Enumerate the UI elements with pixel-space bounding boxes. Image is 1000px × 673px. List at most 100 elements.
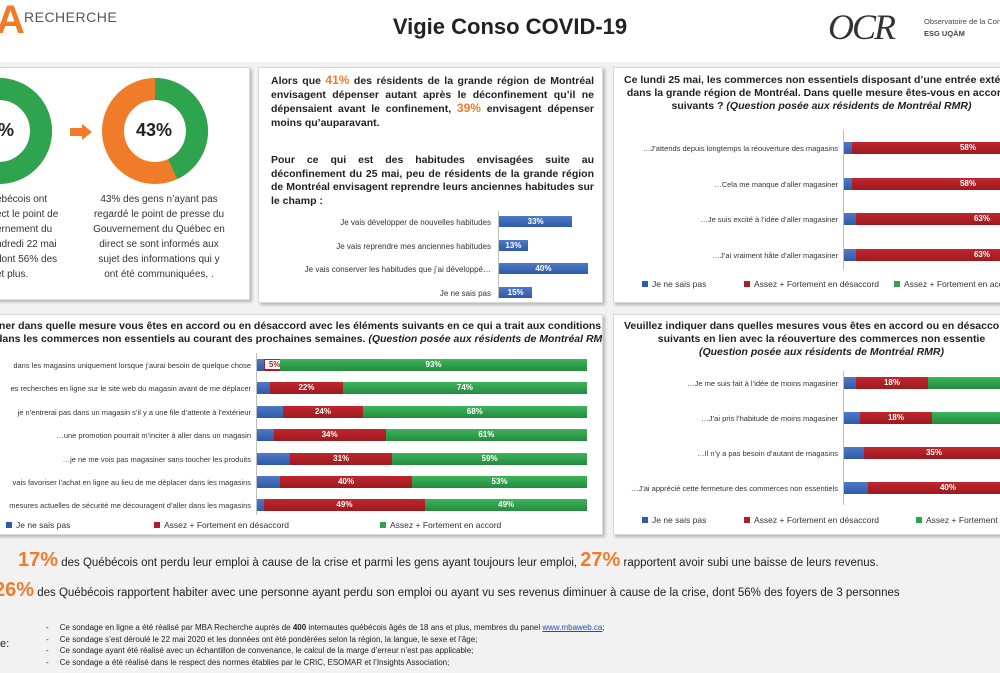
habituation-legend-item: Assez + Fortement en désaccord: [744, 515, 879, 525]
conditions-bar-disagree: [283, 405, 363, 418]
reopening-legend-swatch: [642, 281, 648, 287]
habituation-axis: [843, 371, 844, 505]
conditions-bar-label: 31%: [333, 453, 350, 463]
conditions-bar-disagree: [263, 499, 426, 512]
conditions-question: (Question posée aux résidents de Montréa…: [368, 333, 603, 345]
habituation-bar-label: 35%: [925, 448, 942, 457]
habituation-bar-agree: [928, 377, 1000, 389]
habituation-bar-label: 79%: [928, 377, 1000, 389]
habituation-legend-label: Je ne sais pas: [652, 515, 707, 525]
conditions-category-label: …je ne me vois pas magasiner sans touche…: [62, 454, 251, 464]
habituation-legend-item: Je ne sais pas: [642, 515, 706, 525]
conditions-legend-label: Assez + Fortement en désaccord: [164, 520, 289, 530]
habituation-legend-swatch: [916, 517, 922, 523]
panel-habituation: Veuillez indiquer dans quelles mesures v…: [613, 314, 1000, 535]
habits-category-label: Je vais reprendre mes anciennes habitude…: [336, 241, 491, 251]
panel-conditions: iner dans quelle mesure vous êtes en acc…: [0, 314, 603, 535]
stat-1-number: 17%: [18, 549, 59, 571]
conditions-bar-dont-know: [257, 476, 281, 488]
p1-mid: des résidents de la grande région de Mon…: [271, 75, 594, 115]
habits-bar-label: 15%: [507, 287, 524, 297]
habituation-legend-item: Assez + Fortement en accord: [916, 515, 1000, 525]
left-caption-line: ect le point de: [0, 209, 59, 220]
reopening-bar-disagree: [856, 213, 1000, 225]
habituation-bar-label: 40%: [939, 483, 956, 492]
page-title: Vigie Conso COVID-19: [392, 14, 628, 39]
reopening-question: (Question posée aux résidents de Montréa…: [726, 100, 972, 112]
p1-before: Alors que: [271, 75, 326, 87]
habituation-title-line-2: suivants en lien avec la réouverture des…: [657, 333, 986, 345]
conditions-bar-label: 74%: [456, 383, 473, 393]
conditions-legend-swatch: [6, 522, 12, 528]
habituation-category-label: …J’ai pris l’habitude de moins magasiner: [701, 414, 838, 423]
note-3: - Ce sondage ayant été réalisé avec un é…: [46, 646, 474, 655]
conditions-bar-label: 40%: [338, 477, 355, 486]
habits-bar: [499, 286, 533, 298]
habits-bar-label: 13%: [505, 240, 522, 250]
panel-habits: Alors que 41% des résidents de la grande…: [258, 67, 603, 303]
conditions-legend-item: Assez + Fortement en désaccord: [154, 520, 289, 530]
conditions-bar-dont-know: [257, 452, 290, 465]
habits-bar-label: 40%: [535, 264, 552, 273]
conditions-bar-label: 59%: [481, 453, 498, 463]
conditions-bar-disagree: [290, 452, 393, 465]
reopening-legend-item: Assez + Fortement en désaccord: [744, 279, 879, 289]
reopening-legend-swatch: [744, 281, 750, 287]
habits-bar-label: 33%: [527, 217, 544, 226]
conditions-legend-label: Assez + Fortement en accord: [390, 520, 502, 530]
conditions-bar-label: 61%: [478, 430, 495, 440]
panel-press-briefing: 4% 43% ébécois ont ect le point de ernem…: [0, 67, 250, 300]
habituation-bar-dont-know: [844, 482, 868, 494]
p1-after: envisagent dépenser moins qu’auparavant.: [271, 103, 595, 129]
conditions-bar-disagree: [280, 476, 413, 488]
stat-1-number-2: 27%: [580, 549, 621, 571]
conditions-legend-item: Je ne sais pas: [6, 520, 70, 530]
reopening-category-label: …J’attends depuis longtemps la réouvertu…: [642, 144, 838, 153]
reopening-category-label: …Cela me manque d’aller magasiner: [714, 179, 838, 189]
reopening-axis: [843, 130, 844, 270]
conditions-bar-agree: [425, 499, 587, 512]
right-caption: 43% des gens n’ayant pas regardé le poin…: [93, 194, 225, 280]
conditions-bar-disagree: [270, 382, 343, 395]
note-4: - Ce sondage a été réalisé dans le respe…: [46, 657, 450, 667]
habituation-bar-disagree: [860, 412, 932, 424]
donut-left: [0, 78, 52, 184]
left-caption-line: et plus.: [0, 269, 29, 280]
reopening-bar-label: 63%: [973, 214, 990, 223]
conditions-bar-label: 49%: [498, 500, 515, 510]
donut-right: [102, 78, 208, 184]
habituation-title-line-1: Veuillez indiquer dans quelles mesures v…: [624, 320, 1000, 332]
habits-bar: [499, 216, 573, 227]
note-2: - Ce sondage s’est déroulé le 22 mai 202…: [46, 634, 478, 644]
habituation-bar-dont-know: [844, 377, 856, 389]
habituation-category-label: …Je me suis fait à l’idée de moins magas…: [687, 379, 838, 388]
mbaweb-link[interactable]: www.mbaweb.ca: [542, 623, 603, 632]
conditions-legend-item: Assez + Fortement en accord: [380, 520, 501, 530]
reopening-title-line-2: dans la grande région de Montréal. Dans …: [626, 87, 1000, 99]
arrow-icon: [70, 124, 92, 140]
conditions-bar-dont-know: [257, 359, 264, 371]
stat-1-text-2: rapportent avoir subi une baisse de leur…: [620, 557, 879, 569]
stat-2-text: des Québécois rapportent habiter avec un…: [34, 587, 900, 599]
habituation-bar-disagree: [856, 377, 928, 389]
left-caption-line: ernement du: [0, 224, 53, 235]
ocr-line2: ESG UQÀM: [924, 29, 965, 38]
stat-1-text: des Québécois ont perdu leur emploi à ca…: [58, 557, 581, 569]
conditions-bar-label: 53%: [491, 477, 508, 486]
habits-bar: [499, 239, 528, 251]
reopening-bar-label: 58%: [959, 178, 976, 188]
conditions-axis: [256, 353, 257, 515]
notes-label: e:: [0, 638, 10, 650]
reopening-bar-label: 58%: [959, 143, 976, 152]
conditions-category-label: es recherches en ligne sur le site web d…: [10, 384, 251, 394]
conditions-bar-label: 22%: [298, 383, 315, 393]
conditions-bar-agree: [385, 429, 587, 442]
stat-line-2: 26% des Québécois rapportent habiter ave…: [0, 579, 1000, 602]
reopening-bar-disagree: [852, 177, 1000, 190]
conditions-bar-agree: [280, 359, 587, 371]
reopening-bar-dont-know: [844, 177, 852, 190]
reopening-legend-item: Je ne sais pas: [642, 279, 706, 289]
stat-2-number: 26%: [0, 579, 35, 601]
ocr-line1: Observatoire de la Conso: [924, 17, 1000, 26]
habits-category-label: Je vais développer de nouvelles habitude…: [340, 218, 491, 227]
